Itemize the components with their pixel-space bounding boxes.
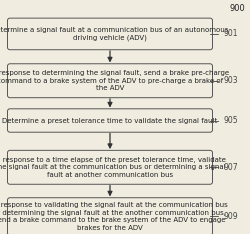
Text: 901: 901 xyxy=(224,29,238,38)
Text: 905: 905 xyxy=(224,116,238,125)
Text: 900: 900 xyxy=(229,4,245,12)
FancyBboxPatch shape xyxy=(8,198,212,234)
FancyBboxPatch shape xyxy=(8,109,212,132)
FancyBboxPatch shape xyxy=(8,64,212,98)
FancyBboxPatch shape xyxy=(8,18,212,50)
Text: Determine a preset tolerance time to validate the signal fault: Determine a preset tolerance time to val… xyxy=(2,117,218,124)
Text: Determine a signal fault at a communication bus of an autonomous
driving vehicle: Determine a signal fault at a communicat… xyxy=(0,27,229,41)
Text: 907: 907 xyxy=(224,163,238,172)
FancyBboxPatch shape xyxy=(8,150,212,184)
Text: In response to a time elapse of the preset tolerance time, validate
the signal f: In response to a time elapse of the pres… xyxy=(0,157,226,178)
Text: In response to determining the signal fault, send a brake pre-charge
command to : In response to determining the signal fa… xyxy=(0,70,230,91)
Text: 903: 903 xyxy=(224,76,238,85)
Text: 909: 909 xyxy=(224,212,238,221)
Text: In response to validating the signal fault at the communication bus
or determini: In response to validating the signal fau… xyxy=(0,202,228,231)
